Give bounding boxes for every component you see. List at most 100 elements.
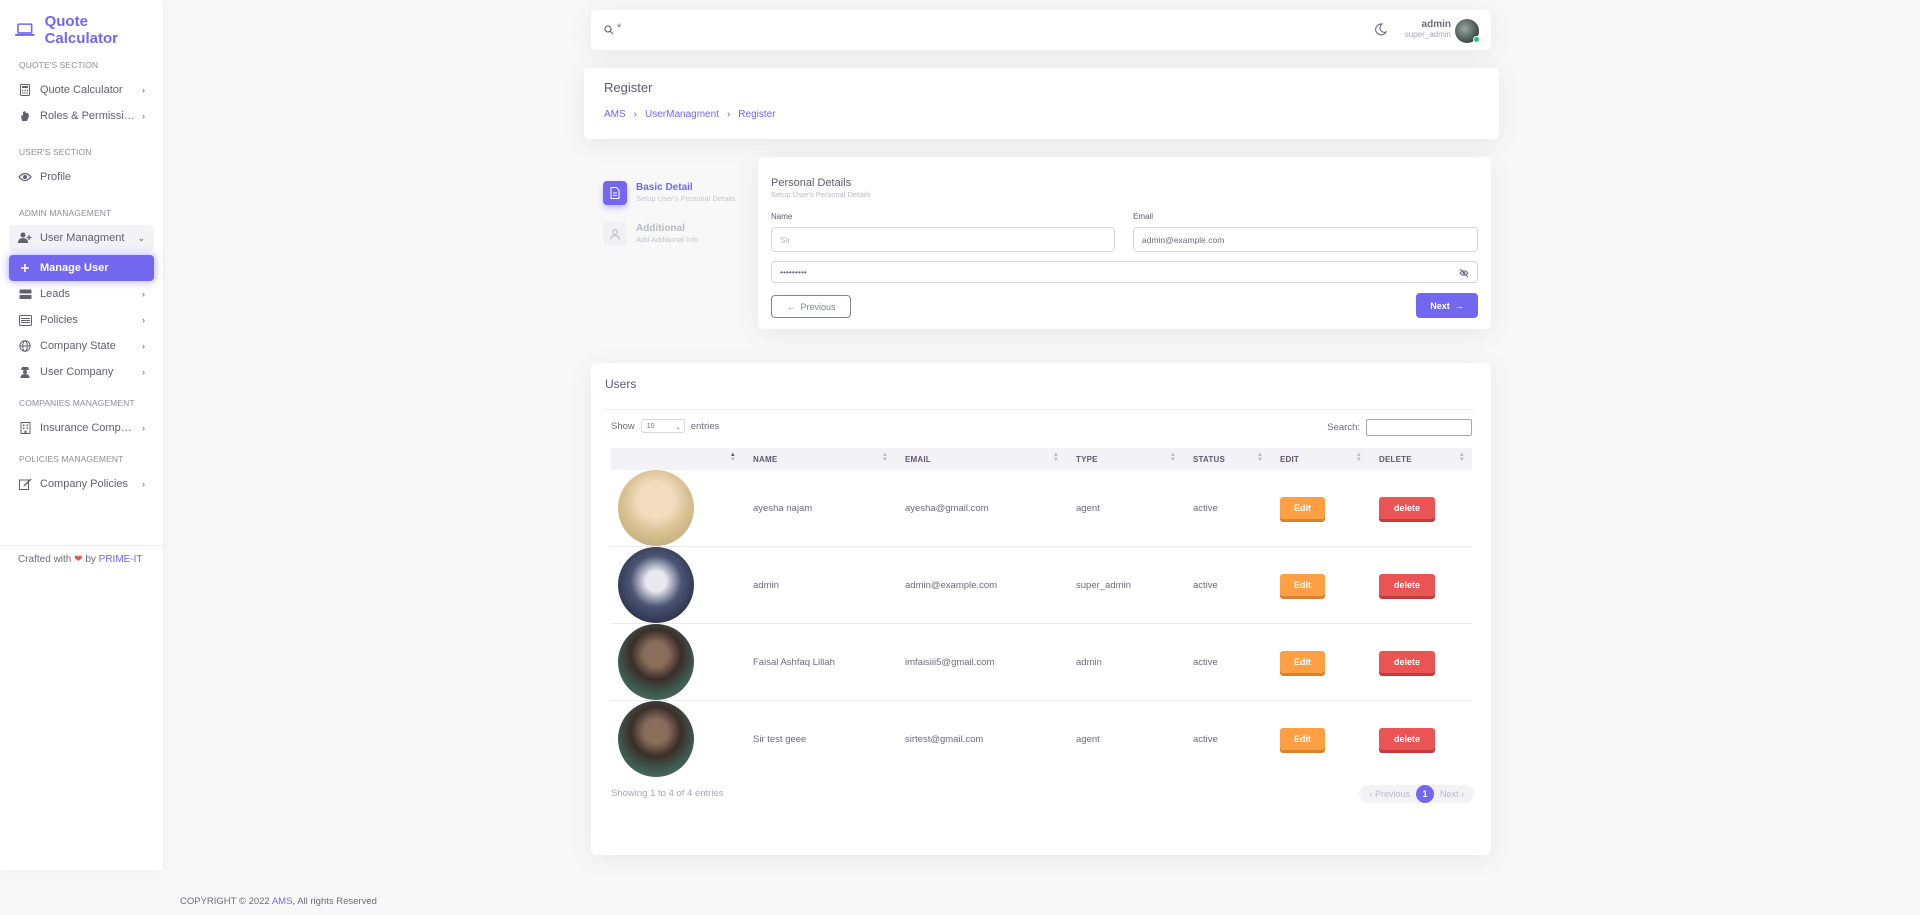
column-header-email[interactable]: EMAIL ▲ ▼ [895, 448, 1066, 470]
chevron-right-icon: › [142, 479, 145, 489]
edit-button[interactable]: Edit [1280, 728, 1325, 750]
section-title-users: USER'S SECTION [19, 147, 92, 157]
step-basic-detail[interactable]: Basic Detail Setup User's Personal Detai… [603, 181, 753, 205]
breadcrumb-item-ams[interactable]: AMS [604, 109, 626, 120]
column-header-type[interactable]: TYPE ▲ ▼ [1066, 448, 1183, 470]
delete-button[interactable]: delete [1379, 728, 1435, 750]
column-header-status[interactable]: STATUS ▲ ▼ [1183, 448, 1270, 470]
eye-off-icon[interactable] [1459, 268, 1469, 278]
user-name: admin [1421, 19, 1451, 30]
pagination-next[interactable]: Next › [1439, 789, 1464, 799]
password-value: ••••••••• [780, 267, 807, 277]
sidebar-item-user-managment[interactable]: User Managment ⌄ [9, 225, 154, 251]
sidebar-item-profile[interactable]: Profile [9, 164, 154, 190]
personal-details-card: Personal Details Setup User's Personal D… [758, 157, 1491, 329]
search-label: Search: [1327, 422, 1360, 433]
users-table: ▲ ▼ NAME ▲ ▼ EMAIL ▲ ▼ TYPE ▲ ▼ STATUS ▲ ▼ EDIT ▲ ▼… [611, 448, 1472, 777]
table-header-row: ▲ ▼ NAME ▲ ▼ EMAIL ▲ ▼ TYPE ▲ ▼ STATUS ▲ ▼ EDIT ▲ ▼… [611, 448, 1472, 470]
column-header-edit[interactable]: EDIT ▲ ▼ [1270, 448, 1369, 470]
password-field[interactable]: ••••••••• [771, 261, 1478, 283]
user-info[interactable]: admin super_admin [1405, 19, 1451, 39]
entries-length-control: Show 10 ⌄ entries [611, 419, 719, 433]
cell-type: agent [1076, 733, 1100, 745]
next-button[interactable]: Next → [1416, 293, 1478, 318]
register-header-card: Register AMS › UserManagment › Register [584, 68, 1499, 139]
user-avatar-photo [618, 470, 694, 546]
edit-button[interactable]: Edit [1280, 497, 1325, 519]
email-label: Email [1133, 212, 1154, 221]
search-input[interactable]: * [617, 22, 622, 34]
online-status-dot [1473, 36, 1480, 43]
entries-select-value: 10 [646, 422, 655, 430]
column-header-image[interactable]: ▲ ▼ [611, 448, 743, 470]
table-search-input[interactable] [1366, 419, 1472, 436]
edit-button[interactable]: Edit [1280, 651, 1325, 673]
table-row: ayesha najam ayesha@gmail.com agent acti… [611, 470, 1472, 547]
sidebar-item-policies[interactable]: Policies › [9, 307, 154, 333]
moon-icon[interactable] [1374, 23, 1387, 36]
cell-email: admin@example.com [895, 546, 1066, 624]
heart-icon: ❤ [74, 554, 83, 565]
section-heading: Personal Details [771, 177, 852, 189]
cell-name: Faisal Ashfaq Lillah [743, 623, 895, 701]
sidebar-item-quote-calculator[interactable]: Quote Calculator › [9, 77, 154, 103]
chevron-down-icon: ⌄ [137, 232, 145, 243]
previous-button[interactable]: ← Previous [771, 295, 851, 318]
sidebar-item-roles-permissions[interactable]: Roles & Permissions › [9, 103, 154, 129]
email-field[interactable]: admin@example.com [1133, 227, 1478, 252]
sidebar-item-label: Quote Calculator [40, 84, 123, 96]
chevron-down-icon: ⌄ [675, 425, 681, 431]
step-additional[interactable]: Additional Add Additional Info [603, 222, 753, 246]
footer: COPYRIGHT © 2022 AMS, All rights Reserve… [180, 896, 377, 907]
sidebar-item-label: Manage User [40, 262, 109, 274]
section-title-admin: ADMIN MANAGEMENT [19, 208, 112, 218]
step-title: Additional [636, 223, 685, 234]
table-row: admin admin@example.com super_admin acti… [611, 546, 1472, 624]
chevron-right-icon: › [633, 109, 638, 120]
avatar[interactable] [1455, 19, 1480, 43]
cell-status: active [1183, 546, 1270, 624]
sidebar: Quote Calculator QUOTE'S SECTION Quote C… [0, 0, 163, 870]
copyright-text: COPYRIGHT © 2022 [180, 896, 270, 907]
table-row: Sir test geee sirtest@gmail.com agent ac… [611, 701, 1472, 777]
breadcrumb-item-register[interactable]: Register [738, 109, 776, 120]
step-subtitle: Setup User's Personal Details [636, 194, 736, 203]
pagination-page-1[interactable]: 1 [1415, 785, 1434, 803]
column-header-delete[interactable]: DELETE ▲ ▼ [1369, 448, 1472, 470]
column-header-label: EDIT [1280, 454, 1300, 464]
sidebar-item-company-state[interactable]: Company State › [9, 333, 154, 359]
edit-button[interactable]: Edit [1280, 574, 1325, 596]
sidebar-item-leads[interactable]: Leads › [9, 281, 154, 307]
delete-button[interactable]: delete [1379, 574, 1435, 596]
pagination: ‹ Previous 1 Next › [1359, 785, 1474, 803]
user-secret-icon [18, 365, 32, 379]
entries-select[interactable]: 10 ⌄ [640, 419, 685, 433]
cell-email: ayesha@gmail.com [895, 470, 1066, 547]
pagination-previous[interactable]: ‹ Previous [1369, 789, 1410, 799]
cell-email: sirtest@gmail.com [905, 733, 984, 745]
cell-email: imfaisiii5@gmail.com [895, 623, 1066, 701]
chevron-right-icon: › [142, 289, 145, 299]
search-icon[interactable] [604, 25, 614, 35]
building-icon [18, 421, 32, 435]
crafted-brand-link[interactable]: PRIME-IT [98, 554, 143, 565]
users-title: Users [605, 377, 637, 391]
sidebar-item-label: Company State [40, 340, 116, 352]
column-header-name[interactable]: NAME ▲ ▼ [743, 448, 895, 470]
sidebar-item-user-company[interactable]: User Company › [9, 359, 154, 385]
delete-button[interactable]: delete [1379, 651, 1435, 673]
section-subheading: Setup User's Personal Details [771, 190, 871, 199]
sidebar-item-label: Policies [40, 314, 78, 326]
delete-button[interactable]: delete [1379, 497, 1435, 519]
footer-brand-link[interactable]: AMS [271, 896, 293, 907]
column-header-label: STATUS [1193, 454, 1226, 464]
breadcrumb-item-usermanagment[interactable]: UserManagment [645, 109, 719, 120]
sidebar-item-insurance-companies[interactable]: Insurance Compani... › [9, 415, 154, 441]
cell-type: super_admin [1066, 546, 1183, 624]
brand[interactable]: Quote Calculator [0, 0, 163, 47]
sidebar-item-company-policies[interactable]: Company Policies › [9, 471, 154, 497]
table-search: Search: [1327, 419, 1472, 436]
cell-name: admin [743, 546, 895, 624]
sidebar-item-manage-user[interactable]: Manage User [9, 255, 154, 281]
name-field[interactable]: Sir [771, 227, 1115, 252]
